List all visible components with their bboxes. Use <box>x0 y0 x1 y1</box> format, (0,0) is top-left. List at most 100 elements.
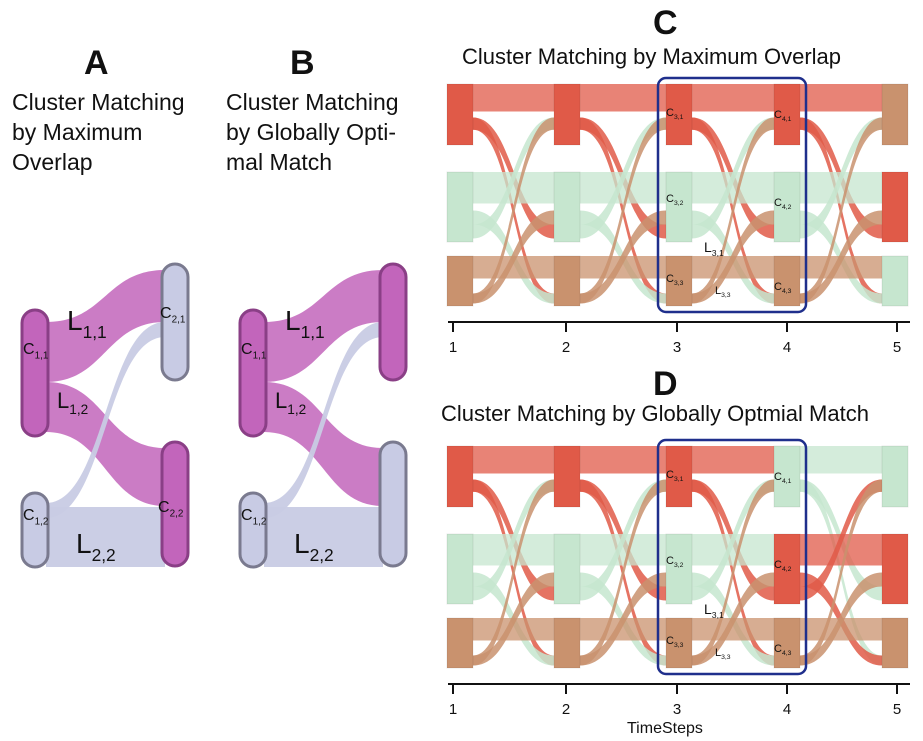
flow-l11 <box>46 270 165 382</box>
label-c31: C3,1 <box>666 469 684 483</box>
cluster-node <box>665 533 693 605</box>
highlight-box <box>656 76 808 314</box>
flow-band <box>692 172 774 204</box>
flow-l12 <box>264 382 383 506</box>
label-c12: C1,2 <box>241 507 267 527</box>
flow-lavender-cross <box>46 322 165 518</box>
flow-band <box>692 534 774 566</box>
flow-band <box>580 618 666 641</box>
x-axis-label: TimeSteps <box>627 720 703 737</box>
label-l12: L1,2 <box>57 388 88 417</box>
flow-band <box>800 479 882 666</box>
flow-l11 <box>264 270 383 382</box>
label-c32: C3,2 <box>666 555 684 569</box>
cluster-node <box>665 255 693 307</box>
x-tick-label: 2 <box>562 339 570 356</box>
flow-band <box>473 618 554 641</box>
panel-b-title: Cluster Matching by Globally Opti-mal Ma… <box>226 89 399 175</box>
flow-band <box>692 479 774 666</box>
cluster-node <box>773 83 801 146</box>
x-tick-label: 1 <box>449 701 457 718</box>
flow-band <box>580 84 666 112</box>
label-c12: C1,2 <box>23 507 49 527</box>
cluster-node <box>773 533 801 605</box>
cluster-node <box>773 255 801 307</box>
node-c22 <box>378 440 408 568</box>
flow-band <box>473 256 554 279</box>
cluster-node <box>773 445 801 508</box>
flow-band <box>580 256 666 279</box>
cluster-node <box>881 83 909 146</box>
label-c43: C4,3 <box>774 643 792 657</box>
label-c11: C1,1 <box>23 341 49 361</box>
x-tick-label: 3 <box>673 339 681 356</box>
flow-l22 <box>264 507 383 567</box>
panel-d-title: Cluster Matching by Globally Optmial Mat… <box>441 401 869 426</box>
flow-band <box>473 534 554 566</box>
cluster-node <box>881 617 909 669</box>
label-c41: C4,1 <box>774 471 792 485</box>
cluster-node <box>665 171 693 243</box>
label-c21: C2,1 <box>160 305 186 325</box>
node-c12 <box>20 491 50 569</box>
label-c33: C3,3 <box>666 635 684 649</box>
node-c21 <box>160 262 190 382</box>
node-c11 <box>238 308 268 438</box>
label-c42: C4,2 <box>774 559 792 573</box>
flow-band <box>692 618 774 641</box>
cluster-node <box>881 445 909 508</box>
flow-band <box>692 446 774 474</box>
label-l12: L1,2 <box>275 388 306 417</box>
flow-band <box>692 84 774 112</box>
cluster-node <box>665 83 693 146</box>
x-tick-label: 1 <box>449 339 457 356</box>
cluster-node <box>446 255 474 307</box>
x-tick-label: 4 <box>783 339 791 356</box>
flow-band <box>580 117 666 304</box>
cluster-node <box>553 533 581 605</box>
label-c22: C2,2 <box>158 499 184 519</box>
flow-band <box>580 172 666 204</box>
panel-d-letter: D <box>653 365 678 403</box>
label-c42: C4,2 <box>774 197 792 211</box>
panel-a-title: Cluster Matching by Maximum Overlap <box>12 89 185 175</box>
label-l31: L3,1 <box>704 601 724 620</box>
cluster-node <box>553 617 581 669</box>
x-tick-label: 3 <box>673 701 681 718</box>
label-c11: C1,1 <box>241 341 267 361</box>
flow-band <box>800 446 882 474</box>
cluster-node <box>881 171 909 243</box>
flow-band <box>580 479 666 666</box>
x-tick-label: 5 <box>893 701 901 718</box>
cluster-node <box>446 445 474 508</box>
flow-lavender-cross <box>264 322 383 518</box>
node-c12 <box>238 491 268 569</box>
label-l11: L1,1 <box>285 305 325 342</box>
label-c43: C4,3 <box>774 281 792 295</box>
panel-c-title: Cluster Matching by Maximum Overlap <box>462 44 842 69</box>
cluster-node <box>553 445 581 508</box>
flow-band <box>800 256 882 279</box>
node-c11 <box>20 308 50 438</box>
panel-a-letter: A <box>84 44 109 82</box>
cluster-node <box>446 171 474 243</box>
panel-c-letter: C <box>653 4 678 42</box>
flow-band <box>473 172 554 204</box>
cluster-node <box>773 617 801 669</box>
cluster-node <box>446 617 474 669</box>
node-c22 <box>160 440 190 568</box>
cluster-node <box>881 533 909 605</box>
node-c21 <box>378 262 408 382</box>
cluster-node <box>665 445 693 508</box>
label-l31: L3,1 <box>704 239 724 258</box>
flow-band <box>473 479 554 666</box>
label-l22: L2,2 <box>294 528 334 565</box>
flow-band <box>692 256 774 279</box>
cluster-node <box>446 83 474 146</box>
label-l11: L1,1 <box>67 305 107 342</box>
cluster-node <box>665 617 693 669</box>
cluster-node <box>553 83 581 146</box>
cluster-node <box>553 255 581 307</box>
x-tick-label: 4 <box>783 701 791 718</box>
